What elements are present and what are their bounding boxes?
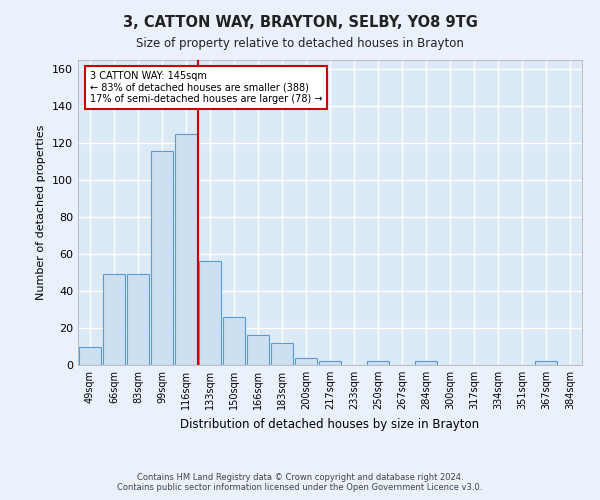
Bar bbox=[151, 150, 173, 365]
Bar bbox=[223, 317, 245, 365]
Bar bbox=[175, 134, 197, 365]
Text: Contains HM Land Registry data © Crown copyright and database right 2024.
Contai: Contains HM Land Registry data © Crown c… bbox=[118, 473, 482, 492]
Bar bbox=[199, 262, 221, 365]
Bar bbox=[367, 362, 389, 365]
Bar bbox=[103, 274, 125, 365]
Text: 3 CATTON WAY: 145sqm
← 83% of detached houses are smaller (388)
17% of semi-deta: 3 CATTON WAY: 145sqm ← 83% of detached h… bbox=[90, 71, 323, 104]
Text: 3, CATTON WAY, BRAYTON, SELBY, YO8 9TG: 3, CATTON WAY, BRAYTON, SELBY, YO8 9TG bbox=[122, 15, 478, 30]
Bar bbox=[79, 346, 101, 365]
Bar bbox=[247, 336, 269, 365]
Y-axis label: Number of detached properties: Number of detached properties bbox=[37, 125, 46, 300]
Bar bbox=[127, 274, 149, 365]
Bar bbox=[415, 362, 437, 365]
Bar bbox=[295, 358, 317, 365]
Bar bbox=[319, 362, 341, 365]
Bar bbox=[271, 343, 293, 365]
Bar bbox=[535, 362, 557, 365]
Text: Size of property relative to detached houses in Brayton: Size of property relative to detached ho… bbox=[136, 38, 464, 51]
X-axis label: Distribution of detached houses by size in Brayton: Distribution of detached houses by size … bbox=[181, 418, 479, 430]
